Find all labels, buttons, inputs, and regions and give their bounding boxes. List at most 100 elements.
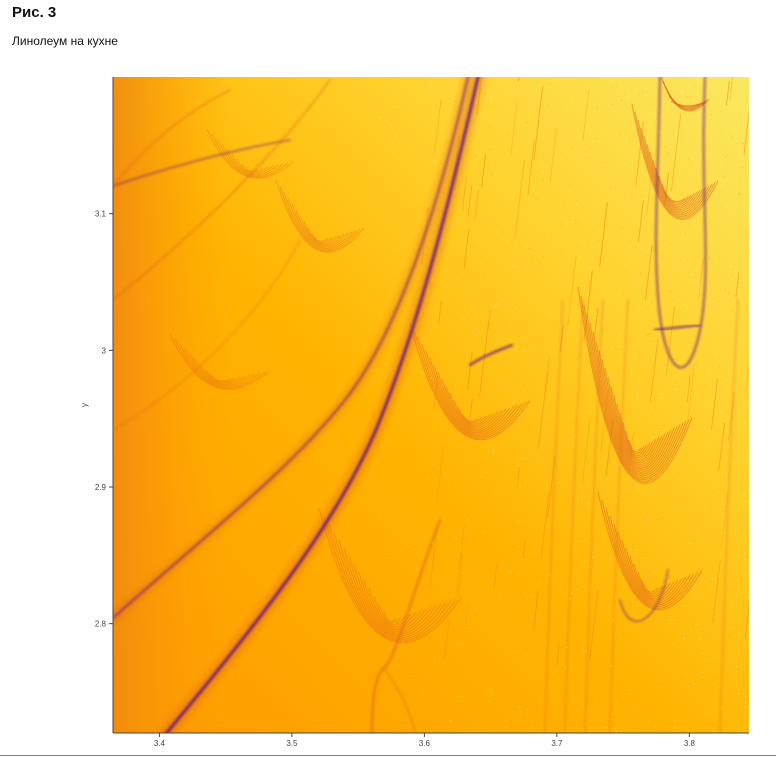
heatmap-speckle bbox=[459, 624, 461, 626]
heatmap-speckle bbox=[742, 125, 744, 127]
heatmap-speckle bbox=[666, 152, 669, 154]
heatmap-speckle bbox=[752, 211, 753, 212]
heatmap-speckle bbox=[585, 211, 587, 213]
heatmap-speckle bbox=[542, 171, 544, 173]
heatmap-speckle bbox=[743, 396, 745, 398]
heatmap-speckle bbox=[566, 221, 568, 223]
heatmap-speckle bbox=[628, 693, 630, 695]
heatmap-arc bbox=[409, 322, 531, 441]
heatmap-speckle bbox=[472, 609, 475, 611]
x-axis: 3.4 3.5 3.6 3.7 3.8 bbox=[154, 733, 695, 748]
heatmap-speckle bbox=[569, 598, 571, 600]
heatmap-speckle bbox=[518, 557, 520, 559]
heatmap-speckle bbox=[733, 128, 735, 130]
heatmap-speckle bbox=[678, 116, 680, 118]
heatmap-speckle bbox=[501, 179, 503, 181]
heatmap-speckle bbox=[586, 242, 589, 244]
heatmap-streak bbox=[729, 77, 734, 100]
heatmap-speckle bbox=[633, 250, 635, 252]
heatmap-speckle bbox=[743, 229, 745, 231]
heatmap-speckle bbox=[442, 421, 444, 423]
heatmap-speckle bbox=[735, 642, 737, 644]
heatmap-speckle bbox=[479, 408, 481, 410]
heatmap-speckle bbox=[709, 152, 711, 154]
heatmap-speckle bbox=[529, 597, 532, 599]
heatmap-speckle bbox=[739, 440, 741, 442]
heatmap-speckle bbox=[436, 600, 438, 602]
heatmap-speckle bbox=[615, 597, 617, 599]
heatmap-speckle bbox=[725, 217, 727, 219]
heatmap-speckle bbox=[633, 320, 635, 322]
heatmap-speckle bbox=[585, 149, 587, 152]
heatmap-speckle bbox=[500, 697, 502, 699]
heatmap-speckle bbox=[692, 381, 694, 383]
y-tick-label: 3 bbox=[102, 346, 107, 355]
heatmap-speckle bbox=[637, 351, 639, 353]
heatmap-speckle bbox=[616, 303, 618, 305]
heatmap-speckle bbox=[566, 326, 569, 328]
heatmap-speckle bbox=[646, 250, 648, 252]
heatmap-streak bbox=[522, 538, 526, 560]
heatmap-speckle bbox=[647, 382, 650, 384]
heatmap-speckle bbox=[659, 146, 661, 148]
heatmap-speckle bbox=[625, 497, 627, 499]
heatmap-streak bbox=[517, 77, 520, 82]
heatmap-speckle bbox=[444, 635, 446, 637]
heatmap-speckle bbox=[517, 472, 520, 474]
heatmap-speckle bbox=[666, 425, 668, 427]
heatmap-streak bbox=[540, 492, 550, 560]
heatmap-speckle bbox=[559, 326, 561, 328]
heatmap-speckle bbox=[592, 460, 594, 463]
heatmap-speckle bbox=[674, 727, 676, 729]
heatmap-speckle bbox=[679, 477, 681, 479]
heatmap-speckle bbox=[722, 478, 725, 480]
heatmap-arc bbox=[303, 221, 337, 245]
heatmap-speckle bbox=[709, 500, 711, 502]
heatmap-arc bbox=[299, 215, 341, 246]
heatmap-speckle bbox=[744, 421, 746, 423]
heatmap-speckle bbox=[550, 630, 552, 632]
heatmap-speckle bbox=[443, 303, 445, 305]
heatmap-speckle bbox=[528, 344, 530, 346]
heatmap-speckle bbox=[643, 518, 645, 520]
heatmap-speckle bbox=[583, 540, 585, 542]
heatmap-speckle bbox=[601, 678, 603, 680]
heatmap-speckle bbox=[458, 433, 460, 435]
heatmap-speckle bbox=[693, 594, 695, 597]
heatmap-speckle bbox=[438, 589, 440, 591]
heatmap-speckle bbox=[667, 407, 669, 409]
heatmap-speckle bbox=[636, 604, 638, 606]
heatmap-speckle bbox=[740, 338, 742, 340]
heatmap-speckle bbox=[735, 635, 737, 637]
heatmap-speckle bbox=[411, 671, 413, 673]
heatmap-speckle bbox=[675, 506, 677, 508]
heatmap-streak bbox=[544, 358, 550, 393]
heatmap-speckle bbox=[542, 130, 545, 132]
heatmap-speckle bbox=[495, 637, 497, 639]
heatmap-streak bbox=[467, 398, 473, 433]
heatmap-speckle bbox=[711, 225, 713, 227]
heatmap-arc bbox=[609, 515, 691, 606]
heatmap-speckle bbox=[402, 223, 404, 225]
heatmap-speckle bbox=[599, 309, 601, 311]
heatmap-speckle bbox=[593, 123, 595, 125]
heatmap-speckle bbox=[421, 460, 423, 462]
heatmap-speckle bbox=[557, 323, 559, 326]
heatmap-speckle bbox=[625, 551, 627, 553]
heatmap-speckle bbox=[668, 685, 670, 687]
heatmap-speckle bbox=[705, 411, 707, 414]
heatmap-speckle bbox=[572, 640, 574, 642]
heatmap-arc bbox=[597, 491, 703, 611]
heatmap-streak bbox=[493, 563, 498, 588]
heatmap-speckle bbox=[534, 551, 536, 553]
heatmap-speckle bbox=[485, 157, 487, 159]
heatmap-speckle bbox=[672, 299, 674, 301]
heatmap-speckle bbox=[747, 223, 749, 226]
heatmap-speckle bbox=[611, 86, 613, 88]
heatmap-speckle bbox=[707, 361, 709, 363]
heatmap-speckle bbox=[708, 369, 711, 371]
heatmap-speckle bbox=[383, 324, 385, 326]
heatmap-arc bbox=[598, 349, 672, 471]
heatmap-speckle bbox=[517, 573, 520, 575]
heatmap-speckle bbox=[726, 154, 728, 156]
